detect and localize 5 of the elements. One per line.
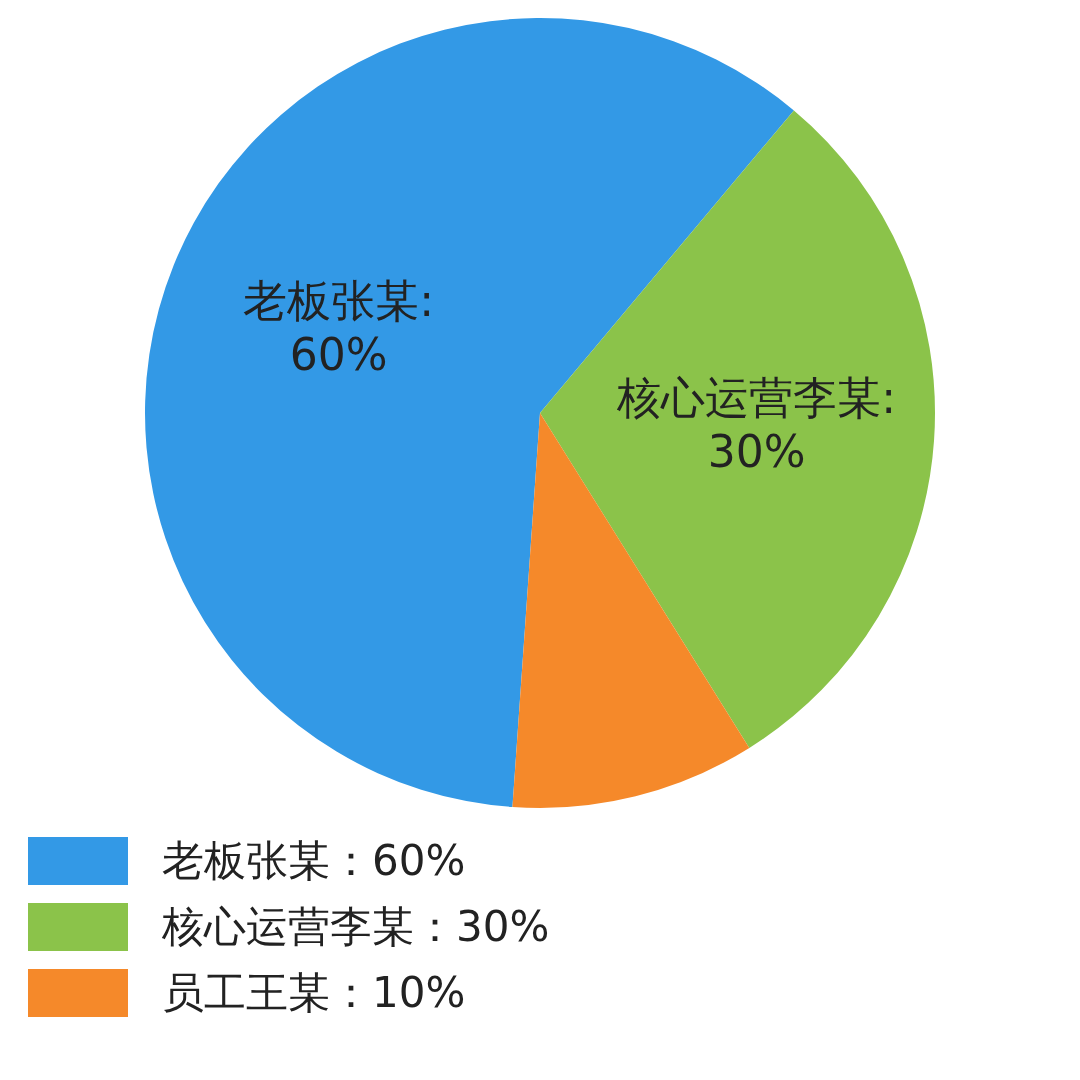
text: 老板张某: 60% bbox=[243, 275, 434, 381]
legend-label: 老板张某：60% bbox=[162, 835, 466, 887]
text: 核心运营李某: 30% bbox=[616, 371, 897, 477]
legend-label: 核心运营李某：30% bbox=[162, 901, 550, 953]
legend-label: 员工王某：10% bbox=[162, 967, 466, 1019]
